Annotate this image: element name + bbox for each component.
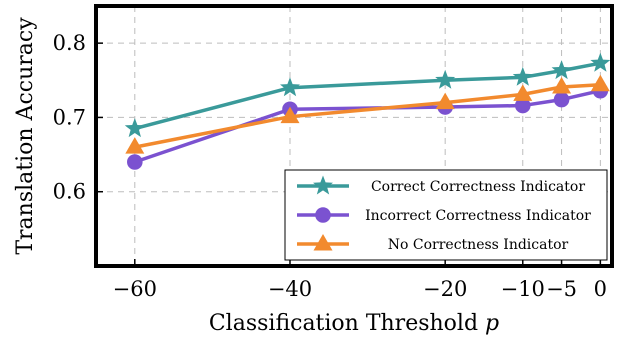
- y-axis-ticks: 0.6 0.7 0.8: [53, 31, 103, 204]
- data-point: [435, 92, 455, 110]
- data-point: [590, 52, 611, 72]
- legend-item: Incorrect Correctness Indicator: [297, 207, 591, 224]
- legend-marker: [315, 207, 331, 223]
- x-tick-label: −5: [546, 277, 577, 301]
- data-point: [280, 106, 300, 124]
- series-triangle: [125, 74, 610, 154]
- legend-label: Incorrect Correctness Indicator: [365, 208, 591, 224]
- x-tick-label: 0: [594, 277, 607, 301]
- data-point: [124, 118, 145, 138]
- data-point: [590, 74, 610, 92]
- x-tick-label: −20: [423, 277, 467, 301]
- y-tick-label: 0.6: [53, 180, 86, 204]
- data-point: [279, 77, 300, 97]
- series-line: [134, 61, 601, 131]
- data-point: [513, 84, 533, 101]
- data-point: [435, 69, 456, 89]
- data-point: [126, 154, 143, 170]
- legend-item: No Correctness Indicator: [297, 234, 569, 253]
- series-circle: [126, 82, 609, 170]
- data-point: [125, 137, 145, 154]
- x-tick-label: −60: [113, 277, 157, 301]
- series-line: [134, 82, 601, 149]
- legend-marker: [313, 234, 333, 251]
- x-tick-label: −10: [501, 277, 545, 301]
- y-tick-label: 0.8: [53, 31, 86, 55]
- legend-marker: [313, 175, 333, 195]
- data-point: [552, 76, 572, 94]
- data-point: [553, 91, 570, 108]
- data-point: [551, 60, 572, 80]
- data-point: [512, 66, 533, 86]
- x-tick-label: −40: [268, 277, 312, 301]
- plot-frame: [94, 4, 614, 268]
- y-tick-label: 0.7: [53, 105, 86, 129]
- legend-label: No Correctness Indicator: [388, 237, 569, 253]
- series-line: [134, 88, 601, 164]
- legend-item: Correct Correctness Indicator: [297, 175, 585, 195]
- legend-label: Correct Correctness Indicator: [371, 179, 585, 195]
- series-layer: [124, 52, 611, 170]
- y-axis-label: Translation Accuracy: [13, 17, 38, 255]
- series-star: [124, 52, 611, 138]
- legend: Correct Correctness Indicator Incorrect C…: [284, 169, 608, 261]
- x-axis-ticks: −60 −40 −20 −10 −5 0: [113, 259, 607, 301]
- data-point: [514, 97, 531, 114]
- x-axis-label: Classification Threshold p: [209, 311, 499, 336]
